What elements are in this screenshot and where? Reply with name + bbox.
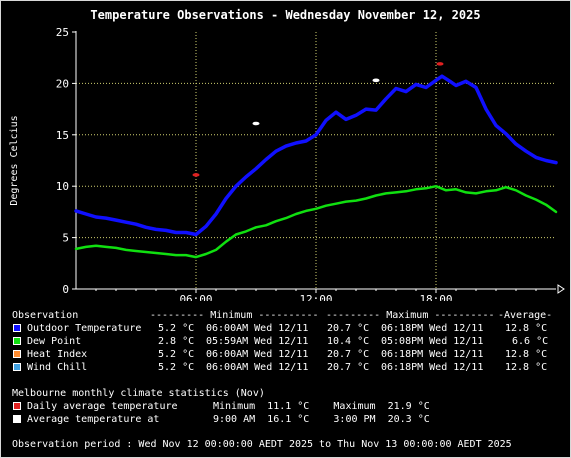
legend-max-value: 20.7 °C [327,349,370,360]
legend-label: Wind Chill [27,362,88,373]
legend-swatch-wind-chill [13,363,21,371]
chart-title: Temperature Observations - Wednesday Nov… [90,8,481,22]
climate-marker [372,78,380,83]
legend-max-value: 20.7 °C [327,362,370,373]
climate-label: Average temperature at [27,414,160,425]
legend-average: 12.8 °C [505,362,548,373]
legend-max-value: 20.7 °C [327,323,370,334]
legend-max-time: 06:18PM Wed 12/11 [381,323,484,334]
climate-swatch-red [13,402,21,410]
legend-max-time: 06:18PM Wed 12/11 [381,349,484,360]
legend-label: Heat Index [27,349,88,360]
legend-header-observation: Observation [12,310,79,321]
legend-label: Outdoor Temperature [27,323,142,334]
climate-heading: Melbourne monthly climate statistics (No… [12,388,265,399]
legend-max-time: 05:08PM Wed 12/11 [381,336,484,347]
observation-period: Observation period : Wed Nov 12 00:00:00… [12,439,512,450]
legend-max-value: 10.4 °C [327,336,370,347]
y-tick-label: 5 [62,232,69,245]
x-tick-label: 12:00 [299,293,332,301]
climate-marker [192,173,200,177]
y-tick-label: 25 [56,26,69,39]
legend-swatch-dew-point [13,337,21,345]
legend-swatch-outdoor-temperature [13,324,21,332]
legend-min-time: 05:59AM Wed 12/11 [206,336,309,347]
legend-min-value: 5.2 °C [158,349,195,360]
legend-min-value: 5.2 °C [158,323,195,334]
y-tick-label: 15 [56,129,69,142]
series-line-dew-point [74,184,558,259]
climate-values: Minimum 11.1 °C Maximum 21.9 °C [213,401,430,412]
climate-marker [252,121,260,126]
legend-average: 12.8 °C [505,323,548,334]
x-tick-label: 18:00 [419,293,452,301]
legend-average: 6.6 °C [512,336,549,347]
legend-header-minimum: --------- Minimum ---------- [150,310,319,321]
climate-values: 9:00 AM 16.1 °C 3:00 PM 20.3 °C [213,414,430,425]
series-line-outdoor-temperature [74,74,558,237]
climate-marker [436,62,444,66]
climate-label: Daily average temperature [27,401,178,412]
legend-max-time: 06:18PM Wed 12/11 [381,362,484,373]
legend-swatch-heat-index [13,350,21,358]
y-tick-label: 10 [56,180,69,193]
legend-min-value: 2.8 °C [158,336,195,347]
legend-min-value: 5.2 °C [158,362,195,373]
temperature-chart: 0 5 10 15 20 25 06:00 12:00 18:00 Degrees Celcius [9,26,565,301]
legend-header-average: -Average- [498,310,553,321]
x-tick-label: 06:00 [179,293,212,301]
x-axis-arrow [557,284,565,294]
legend-label: Dew Point [27,336,82,347]
legend-average: 12.8 °C [505,349,548,360]
legend-min-time: 06:00AM Wed 12/11 [206,349,309,360]
legend-min-time: 06:00AM Wed 12/11 [206,323,309,334]
y-tick-label: 20 [56,77,69,90]
plot-area [76,32,556,289]
y-axis-label: Degrees Celcius [9,115,20,205]
legend-header-maximum: --------- Maximum ---------- [326,310,495,321]
legend-min-time: 06:00AM Wed 12/11 [206,362,309,373]
y-tick-label: 0 [62,283,69,296]
climate-swatch-white [13,415,21,423]
